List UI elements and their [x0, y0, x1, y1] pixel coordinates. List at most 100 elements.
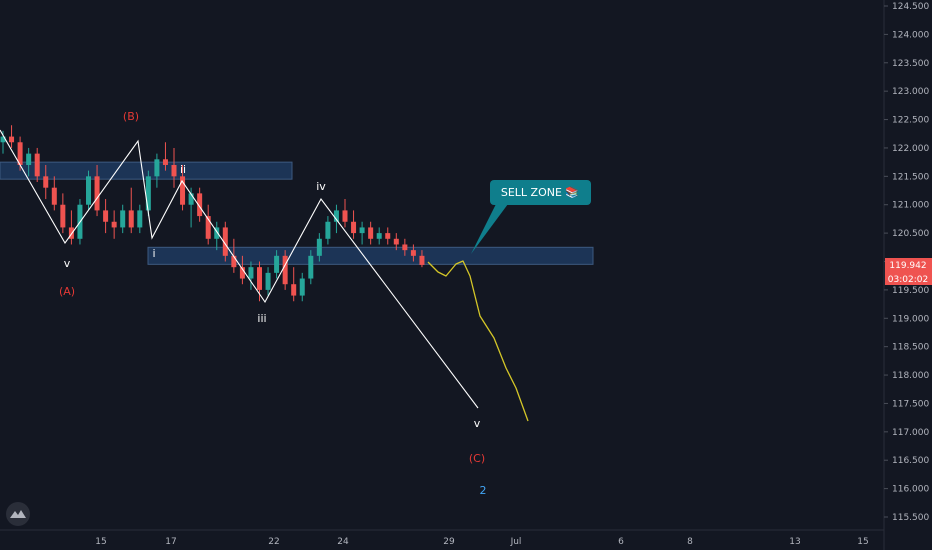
time-tick-label: 15 — [95, 537, 106, 547]
candle-body — [111, 221, 117, 228]
candle-body — [51, 187, 57, 205]
candle-body — [282, 255, 288, 285]
candle-body — [402, 244, 408, 251]
price-tick-label: 124.500 — [892, 2, 929, 12]
candles-layer — [0, 125, 425, 302]
wave-label: (C) — [469, 452, 485, 465]
candle-body — [197, 193, 203, 217]
price-tick-label: 122.500 — [892, 116, 929, 126]
logo-icon — [10, 510, 26, 518]
candle-body — [333, 210, 339, 222]
price-tick-label: 123.500 — [892, 59, 929, 69]
candle-body — [248, 267, 254, 279]
price-tick-label: 116.000 — [892, 485, 929, 495]
callout-tail — [471, 204, 508, 254]
candle-body — [171, 164, 177, 177]
candle-body — [376, 233, 382, 239]
wave-label: v — [64, 257, 71, 270]
time-tick-label: 15 — [857, 537, 868, 547]
price-tick-label: 116.500 — [892, 456, 929, 466]
candle-body — [128, 210, 134, 228]
time-tick-label: 17 — [165, 537, 176, 547]
price-tick-label: 115.500 — [892, 513, 929, 523]
current-price-box — [885, 258, 932, 272]
current-price-tag: 119.942 03:02:02 — [885, 258, 932, 285]
candle-body — [257, 267, 262, 290]
candle-body — [145, 176, 151, 211]
candle-body — [385, 233, 391, 239]
wave-label: ii — [180, 163, 186, 176]
candle-body — [103, 210, 109, 222]
candle-body — [94, 176, 100, 211]
candle-body — [265, 272, 271, 290]
candle-body — [60, 204, 66, 228]
candle-body — [231, 255, 237, 268]
candle-body — [410, 250, 416, 256]
price-tick-label: 123.000 — [892, 87, 929, 97]
callout-text: SELL ZONE 📚 — [501, 186, 580, 199]
wave-label: iii — [257, 312, 266, 325]
price-tick-label: 122.000 — [892, 144, 929, 154]
price-tick-label: 118.000 — [892, 371, 929, 381]
candle-body — [393, 238, 399, 245]
price-tick-label: 117.000 — [892, 428, 929, 438]
wave-label: 2 — [480, 484, 487, 497]
candle-body — [325, 221, 331, 239]
time-tick-label: 22 — [268, 537, 279, 547]
candle-body — [180, 176, 186, 205]
elliott-wave-line — [0, 129, 479, 409]
current-price-value: 119.942 — [889, 261, 926, 271]
price-tick-label: 119.000 — [892, 314, 929, 324]
price-tick-label: 120.500 — [892, 229, 929, 239]
candle-body — [120, 210, 126, 228]
candle-body — [0, 136, 6, 143]
candle-body — [222, 227, 228, 256]
callout-box — [490, 180, 591, 205]
candle-body — [68, 227, 74, 239]
tradingview-logo[interactable] — [6, 502, 30, 526]
time-tick-label: 6 — [618, 537, 624, 547]
time-tick-label: Jul — [510, 537, 522, 547]
countdown-box — [885, 272, 932, 285]
candle-body — [359, 227, 365, 234]
price-tick-label: 121.000 — [892, 201, 929, 211]
price-tick-label: 121.500 — [892, 172, 929, 182]
wave-label: v — [474, 417, 481, 430]
time-axis[interactable]: 15 17 22 24 29 Jul 6 8 13 15 — [95, 537, 868, 547]
candle-body — [351, 221, 357, 234]
candle-body — [154, 159, 160, 177]
time-tick-label: 29 — [443, 537, 455, 547]
time-tick-label: 13 — [789, 537, 800, 547]
time-tick-label: 24 — [337, 537, 349, 547]
candle-body — [205, 216, 211, 239]
wave-label: (A) — [59, 285, 75, 298]
candle-body — [274, 255, 280, 273]
candle-body — [299, 278, 305, 296]
price-tick-label: 124.000 — [892, 30, 929, 40]
wave-label: iv — [316, 180, 326, 193]
candle-body — [34, 153, 40, 177]
candle-body — [342, 210, 348, 222]
candle-body — [214, 227, 220, 239]
candle-body — [17, 142, 23, 165]
price-tick-label: 117.500 — [892, 399, 929, 409]
price-tick-label: 118.500 — [892, 343, 929, 353]
candle-body — [239, 267, 245, 279]
candle-body — [162, 159, 168, 165]
candle-body — [9, 136, 15, 143]
price-tick-label: 119.500 — [892, 286, 929, 296]
wave-label: i — [152, 247, 155, 260]
candle-body — [291, 284, 297, 296]
candle-body — [188, 193, 194, 205]
sell-zone-callout[interactable]: SELL ZONE 📚 — [471, 180, 591, 254]
candle-body — [26, 153, 32, 165]
candle-body — [137, 210, 143, 228]
candle-body — [86, 176, 91, 205]
projection-path — [427, 260, 529, 422]
wave-lines-layer — [0, 129, 529, 422]
zone-box — [147, 246, 594, 265]
candle-body — [316, 238, 322, 256]
